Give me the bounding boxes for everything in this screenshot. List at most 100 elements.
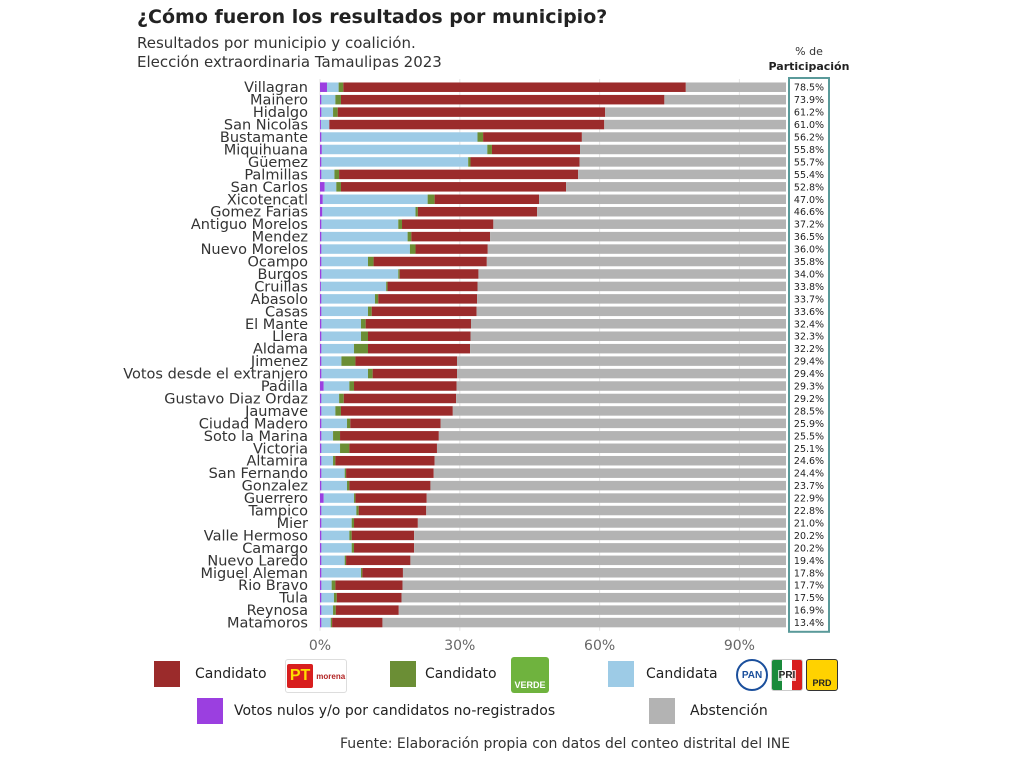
category-label: Soto la Marina (204, 429, 308, 445)
verde-segment (340, 443, 350, 454)
verde-segment (415, 206, 418, 217)
verde-segment (349, 381, 355, 391)
verde-segment (351, 518, 355, 528)
participation-label: 33.8% (794, 282, 824, 293)
nulos-segment (320, 555, 322, 566)
nulos-segment (320, 206, 323, 217)
abstencion-segment (487, 244, 786, 254)
verde-segment (361, 568, 363, 578)
participation-label: 55.4% (794, 170, 824, 181)
nulos-segment (320, 418, 322, 429)
abstencion-segment (456, 393, 786, 404)
pan-pri-prd-segment (321, 306, 368, 317)
pan-pri-prd-segment (320, 281, 387, 292)
verde-segment (335, 94, 341, 105)
verde-segment (409, 244, 416, 254)
pan-pri-prd-segment (321, 406, 336, 416)
legend-label-pt-morena: Candidato (195, 666, 267, 682)
pt-morena-segment (350, 418, 441, 429)
category-label: Nuevo Laredo (207, 553, 308, 569)
pan-pri-prd-segment (323, 381, 350, 391)
category-label: Aldama (253, 342, 308, 358)
nulos-segment (320, 119, 321, 130)
nulos-segment (320, 493, 324, 503)
pan-pri-prd-segment (321, 256, 368, 267)
abstencion-segment (486, 256, 786, 267)
nulos-segment (320, 144, 322, 155)
pan-pri-prd-segment (320, 119, 330, 130)
pt-morena-segment (371, 306, 477, 317)
verde-segment (361, 319, 366, 329)
participation-label: 34.0% (794, 269, 824, 280)
category-label: Abasolo (251, 292, 308, 308)
participation-label: 20.2% (794, 543, 824, 554)
category-label: Camargo (242, 541, 308, 557)
nulos-segment (320, 443, 322, 454)
subtitle-line-1: Resultados por municipio y coalición. (137, 34, 416, 52)
pan-pri-prd-segment (321, 331, 362, 341)
nulos-segment (320, 157, 322, 167)
pan-pri-prd-segment (321, 418, 348, 429)
abstencion-segment (414, 530, 786, 541)
nulos-segment (320, 543, 322, 553)
pan-pri-prd-segment (321, 431, 334, 441)
pan-pri-prd-segment (321, 592, 334, 603)
participation-label: 55.7% (794, 157, 824, 168)
nulos-segment (320, 568, 322, 578)
pt-morena-segment (340, 182, 567, 192)
abstencion-segment (685, 82, 786, 92)
participation-label: 33.7% (794, 294, 824, 305)
category-label: San Carlos (231, 180, 308, 196)
x-tick-label: 90% (724, 638, 755, 654)
pt-morena-segment (483, 132, 582, 142)
nulos-segment (320, 468, 322, 478)
source-note: Fuente: Elaboración propia con datos del… (340, 736, 791, 752)
category-label: Jaumave (244, 404, 308, 420)
participation-label: 22.8% (794, 506, 824, 517)
verde-segment (330, 617, 333, 628)
pan-pri-prd-segment (321, 368, 368, 379)
pan-pri-prd-segment (321, 219, 399, 229)
nulos-segment (320, 269, 322, 279)
category-label: Tula (278, 591, 308, 607)
pt-morena-segment (378, 294, 478, 304)
category-label: San Nicolas (224, 118, 308, 134)
verde-segment (338, 82, 344, 92)
verde-segment (386, 281, 388, 292)
verde-segment (333, 455, 336, 466)
pan-pri-prd-segment (326, 82, 339, 92)
category-label: Guerrero (244, 491, 308, 507)
pt-morena-segment (387, 281, 478, 292)
participation-label: 33.6% (794, 307, 824, 318)
pan-pri-prd-segment (321, 568, 362, 578)
participation-label: 32.2% (794, 344, 824, 355)
pri-logo-icon: PRI (771, 659, 803, 691)
pan-pri-prd-segment (321, 157, 469, 167)
participation-label: 20.2% (794, 531, 824, 542)
nulos-segment (320, 169, 322, 180)
pan-pri-prd-logos: PAN PRI PRD (736, 659, 840, 693)
pan-pri-prd-segment (321, 294, 375, 304)
verde-segment (367, 368, 373, 379)
category-label: Rio Bravo (238, 578, 308, 594)
nulos-segment (320, 244, 322, 254)
verde-segment (349, 530, 352, 541)
pan-logo-icon: PAN (736, 659, 768, 691)
pan-pri-prd-segment (322, 206, 416, 217)
legend-label-pan-pri-prd: Candidata (646, 666, 718, 682)
pt-morena-segment (343, 82, 686, 92)
participation-label: 37.2% (794, 220, 824, 231)
chart-subtitle: Resultados por municipio y coalición. El… (137, 34, 442, 72)
participation-label: 17.8% (794, 568, 824, 579)
abstencion-segment (605, 107, 786, 117)
verde-logo-icon: VERDE (511, 657, 549, 693)
abstencion-segment (457, 356, 786, 366)
category-label: Hidalgo (253, 105, 308, 121)
abstencion-segment (580, 144, 786, 155)
pt-morena-segment (434, 194, 540, 205)
participation-header-line-2: Participación (769, 60, 850, 73)
participation-label: 73.9% (794, 95, 824, 106)
category-label: Ciudad Madero (199, 416, 308, 432)
verde-segment (331, 580, 336, 590)
abstencion-segment (434, 455, 786, 466)
